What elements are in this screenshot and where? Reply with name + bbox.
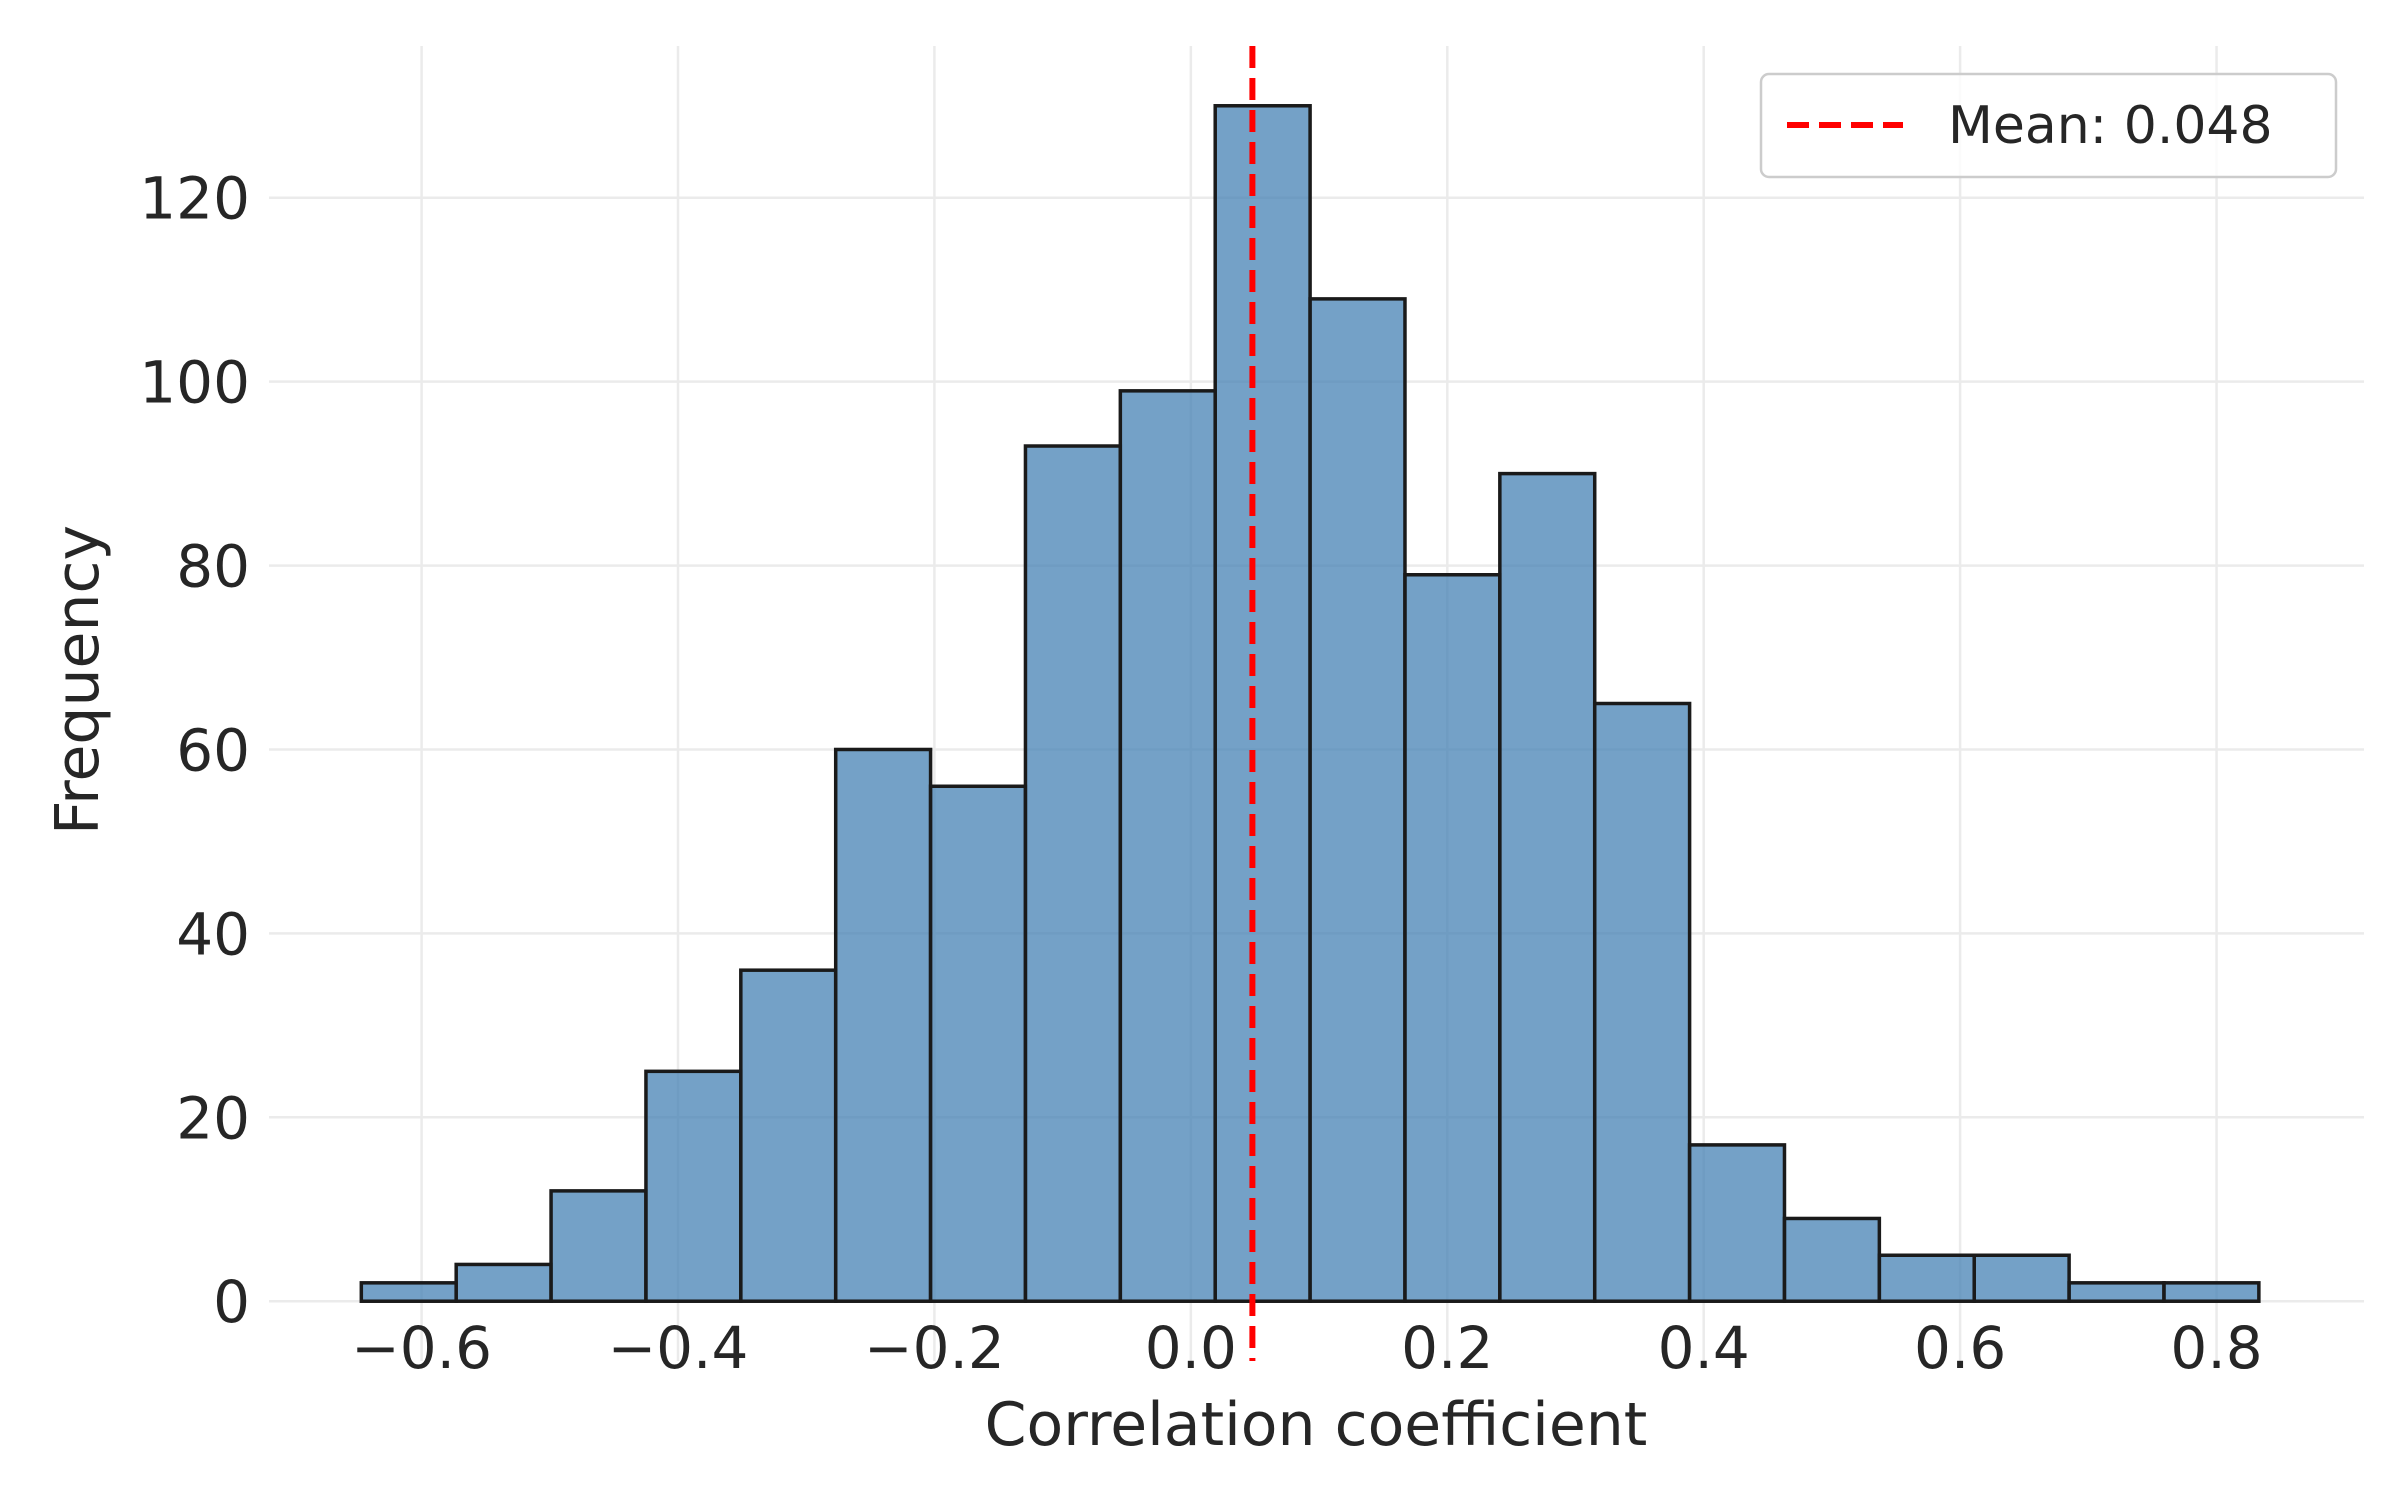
histogram-bar [1498,471,1597,1303]
y-tick-label: 120 [139,165,250,233]
histogram-bar [1023,444,1123,1303]
histogram-bar [644,1069,743,1303]
histogram-bar [2067,1281,2166,1303]
x-tick-label: −0.2 [864,1314,1005,1382]
histogram-bar [1972,1253,2071,1303]
histogram-bar [454,1262,553,1303]
x-tick-label: −0.4 [608,1314,749,1382]
y-tick-labels: 0 20 40 60 80 100 120 [139,165,250,1336]
histogram-bar [833,747,933,1303]
y-tick-label: 80 [176,533,250,601]
x-axis-label: Correlation coefficient [985,1390,1648,1460]
y-tick-label: 40 [176,900,250,968]
histogram-bars [359,104,2261,1303]
y-tick-label: 20 [176,1084,250,1152]
histogram-bar [1687,1143,1787,1303]
histogram-bar [2162,1281,2261,1303]
y-tick-label: 100 [139,349,250,417]
y-tick-label: 0 [213,1268,250,1336]
histogram-bar [549,1189,648,1303]
legend-label: Mean: 0.048 [1948,96,2273,156]
y-tick-label: 60 [176,716,250,784]
x-tick-label: 0.2 [1401,1314,1493,1382]
x-tick-label: 0.6 [1914,1314,2006,1382]
histogram-bar [1403,573,1502,1303]
histogram-bar [359,1281,458,1303]
legend-box [1759,72,2338,179]
histogram-bar [1213,104,1312,1303]
histogram-bar [928,784,1028,1303]
histogram-bar [1877,1253,1976,1303]
x-tick-label: 0.8 [2170,1314,2262,1382]
histogram-bar [1592,701,1692,1303]
x-tick-label: 0.0 [1145,1314,1237,1382]
y-axis-label: Frequency [43,525,113,835]
histogram-bar [1308,297,1407,1303]
histogram-bar [1118,389,1217,1303]
histogram-bar [1782,1216,1882,1303]
x-tick-label: 0.4 [1658,1314,1750,1382]
histogram-bar [739,968,838,1303]
x-tick-label: −0.6 [351,1314,492,1382]
x-tick-labels: −0.6 −0.4 −0.2 0.0 0.2 0.4 0.6 0.8 [351,1314,2263,1382]
legend: Mean: 0.048 [1759,72,2338,179]
